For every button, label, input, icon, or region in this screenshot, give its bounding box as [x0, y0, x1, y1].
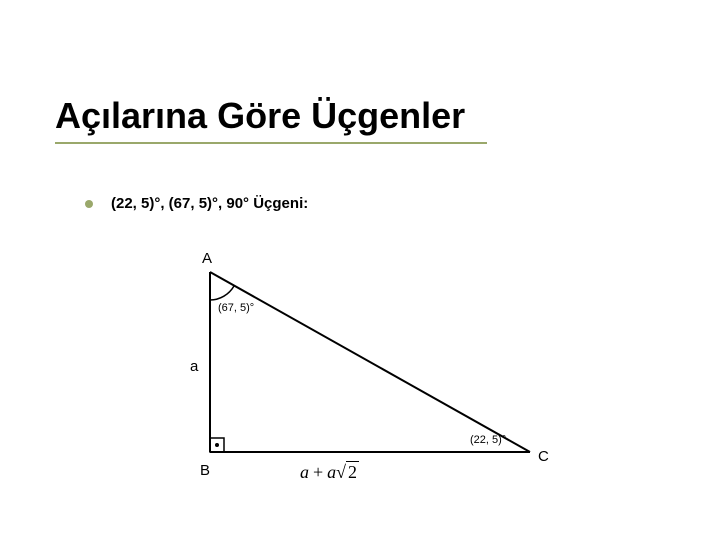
formula-radicand: 2 — [346, 461, 359, 482]
triangle-svg — [170, 262, 590, 492]
bc-formula: a+a√2 — [300, 462, 359, 483]
vertex-label-b: B — [200, 462, 210, 479]
formula-plus: + — [313, 462, 323, 482]
formula-a2: a — [327, 462, 336, 482]
bullet-dot-icon — [85, 200, 93, 208]
vertex-label-c: C — [538, 448, 549, 465]
title-underline — [55, 142, 487, 144]
side-label-ab: a — [190, 358, 198, 375]
slide: Açılarına Göre Üçgenler (22, 5)°, (67, 5… — [0, 0, 720, 540]
angle-label-a: (67, 5)° — [218, 302, 254, 314]
angle-label-c: (22, 5)° — [470, 434, 506, 446]
formula-a1: a — [300, 462, 309, 482]
side-ac — [210, 272, 530, 452]
right-angle-dot — [215, 443, 219, 447]
bullet-row: (22, 5)°, (67, 5)°, 90° Üçgeni: — [85, 195, 308, 212]
vertex-label-a: A — [202, 250, 212, 267]
bullet-text: (22, 5)°, (67, 5)°, 90° Üçgeni: — [111, 195, 308, 212]
angle-arc-a — [210, 286, 234, 300]
slide-title: Açılarına Göre Üçgenler — [55, 95, 465, 137]
triangle-diagram: A B C (67, 5)° (22, 5)° a a+a√2 — [170, 262, 590, 492]
radical-icon: √ — [336, 462, 346, 483]
